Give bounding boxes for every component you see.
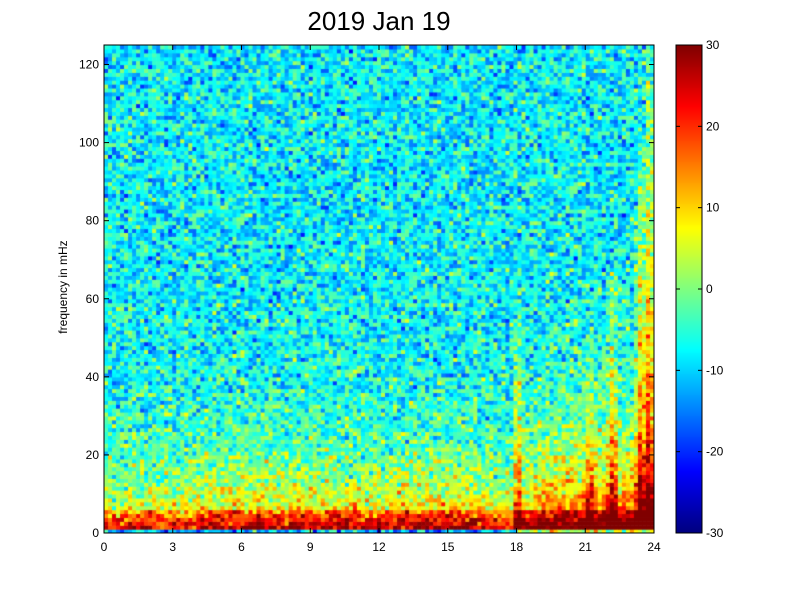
colorbar-tick-label: 30 <box>706 38 720 52</box>
colorbar-tick-label: -20 <box>706 445 724 459</box>
y-tick-label: 0 <box>92 526 99 540</box>
colorbar-tick-label: 20 <box>706 119 720 133</box>
colorbar <box>676 45 702 533</box>
x-tick-label: 15 <box>441 540 455 554</box>
spectrogram-heatmap <box>104 45 654 533</box>
chart-title: 2019 Jan 19 <box>307 6 451 36</box>
x-tick-label: 12 <box>372 540 386 554</box>
x-tick-label: 6 <box>238 540 245 554</box>
colorbar-tick-label: 10 <box>706 201 720 215</box>
y-tick-label: 60 <box>86 292 100 306</box>
y-tick-label: 20 <box>86 448 100 462</box>
y-tick-label: 100 <box>79 136 99 150</box>
plot-frame <box>103 44 655 534</box>
x-tick-label: 18 <box>510 540 524 554</box>
colorbar-tick-label: 0 <box>706 282 713 296</box>
x-tick-label: 0 <box>101 540 108 554</box>
x-tick-label: 21 <box>579 540 593 554</box>
colorbar-tick-label: -30 <box>706 526 724 540</box>
x-tick-label: 3 <box>169 540 176 554</box>
y-tick-label: 120 <box>79 58 99 72</box>
y-tick-label: 40 <box>86 370 100 384</box>
x-tick-label: 24 <box>647 540 661 554</box>
y-tick-label: 80 <box>86 214 100 228</box>
x-tick-label: 9 <box>307 540 314 554</box>
colorbar-tick-label: -10 <box>706 363 724 377</box>
